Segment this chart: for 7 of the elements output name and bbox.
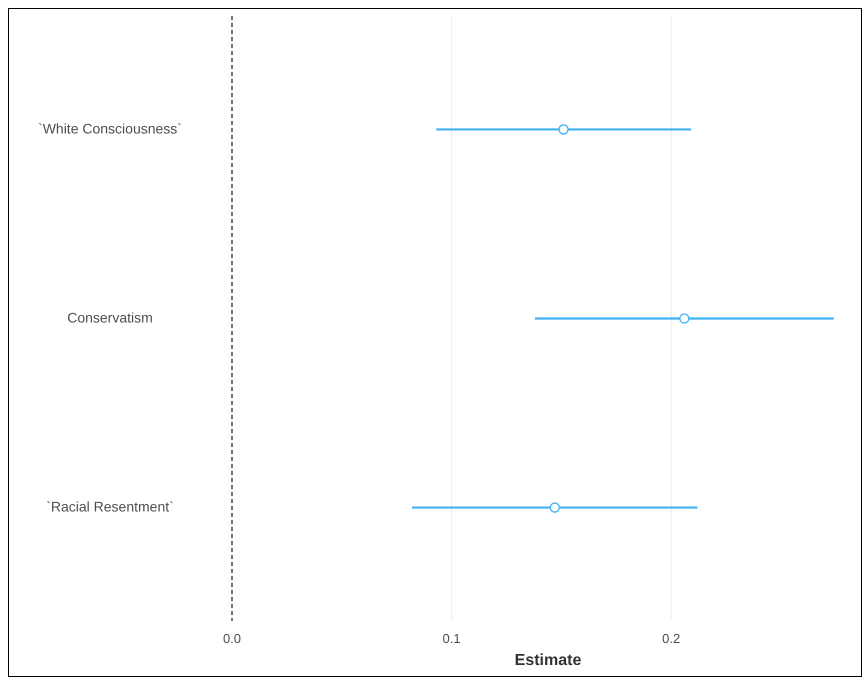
x-tick-label: 0.1 <box>442 631 461 646</box>
y-tick-label: Conservatism <box>67 310 153 326</box>
x-axis-title: Estimate <box>514 652 582 669</box>
y-tick-label: `White Consciousness` <box>38 120 182 136</box>
x-tick-label: 0.2 <box>662 631 680 646</box>
y-tick-label: `Racial Resentment` <box>46 498 174 515</box>
x-tick-label: 0.0 <box>222 631 242 646</box>
